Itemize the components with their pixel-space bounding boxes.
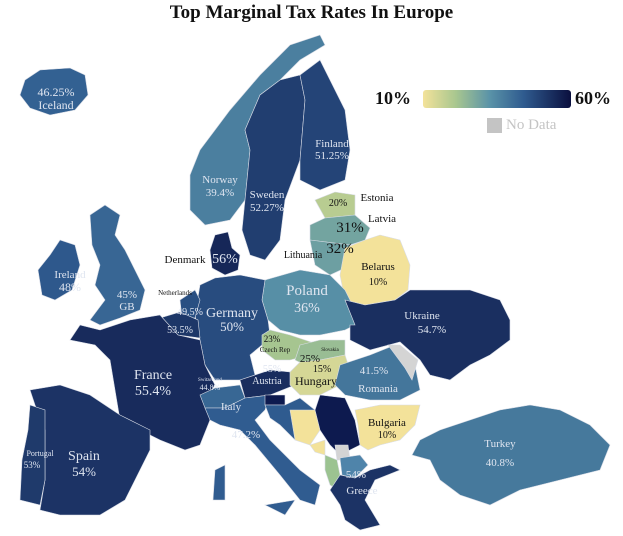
label-germany-value: 50% [220,319,244,334]
country-finland[interactable] [299,59,351,191]
country-denmark[interactable] [209,231,241,276]
legend-max-label: 60% [575,88,611,108]
label-lithuania-value: 32% [326,241,354,257]
label-slovakia-name: Slovakia [321,348,339,353]
label-bulgaria-value: 10% [378,430,396,441]
label-norway-name: Norway [202,174,238,186]
label-romania-value: 41.5% [360,365,388,377]
label-finland-value: 51.25% [315,150,349,162]
country-italy[interactable] [204,394,321,516]
label-belarus-value: 10% [369,277,387,288]
label-poland-name: Poland [286,283,328,299]
country-estonia[interactable] [314,191,356,219]
label-italy-name: Italy [221,401,242,413]
label-ukraine-name: Ukraine [404,310,440,322]
label-belarus-name: Belarus [361,261,395,273]
label-sweden-value: 52.27% [250,202,284,214]
label-netherlands-name: Netherlands [158,289,192,297]
label-ireland-value: 48% [59,280,81,294]
label-poland-value: 36% [294,301,320,316]
label-czech-name: Czech Rep [260,346,291,354]
label-germany-name: Germany [206,306,258,321]
label-hungary-value: 15% [313,364,331,375]
country-ukraine[interactable] [344,289,511,381]
country-gb[interactable] [89,204,146,326]
country-iceland[interactable] [19,67,89,116]
label-ireland-name: Ireland [54,269,86,281]
label-portugal-name: Portugal [26,449,54,458]
label-netherlands-value: 49.5% [177,307,203,318]
country-france[interactable] [69,314,216,451]
country-ireland[interactable] [37,239,81,301]
label-norway-value: 39.4% [206,187,234,199]
label-belgium-value: 53.5% [167,325,193,336]
label-estonia-value: 20% [329,198,347,209]
country-turkey[interactable] [411,404,611,506]
country-slovenia[interactable] [264,394,286,406]
label-finland-name: Finland [315,138,349,150]
label-austria-name: Austria [252,376,282,387]
label-czech-value: 23% [264,334,281,344]
label-latvia-value: 31% [336,220,364,236]
label-slovakia-value: 25% [300,353,320,365]
country-greece[interactable] [329,464,401,531]
label-sweden-name: Sweden [250,189,285,201]
label-ukraine-value: 54.7% [418,324,446,336]
label-spain-value: 54% [72,464,96,479]
label-denmark-name: Denmark [165,254,206,266]
country-moldova[interactable] [387,344,419,381]
legend-color-bar [423,90,571,108]
label-switzerland-name: Switzerland [198,378,222,383]
label-austria-value: 55% [263,364,281,375]
legend-min-label: 10% [375,88,411,108]
label-hungary-name: Hungary [295,374,337,388]
label-denmark-value: 56% [212,252,238,267]
country-portugal[interactable] [19,404,46,506]
label-turkey-name: Turkey [484,438,516,450]
label-portugal-value: 53% [24,460,41,470]
no-data-swatch [487,118,502,133]
color-legend: 10% 60% No Data [375,88,615,138]
label-switzerland-value: 44.8% [200,383,221,392]
label-romania-name: Romania [358,383,398,395]
label-gb-value: 45% [117,289,137,301]
no-data-label: No Data [506,117,557,133]
label-latvia-name: Latvia [368,213,396,225]
label-lithuania-name: Lithuania [284,250,323,261]
label-bulgaria-name: Bulgaria [368,417,406,429]
label-iceland-value: 46.25% [38,85,75,99]
label-gb-name: GB [119,301,134,313]
label-iceland-name: Iceland [38,98,73,112]
country-montenegro[interactable] [309,439,326,456]
map-title: Top Marginal Tax Rates In Europe [169,2,454,23]
label-estonia-name: Estonia [361,192,394,204]
label-italy-value: 47.2% [232,429,260,441]
label-spain-name: Spain [68,449,100,464]
label-france-value: 55.4% [135,384,172,399]
country-macedonia[interactable] [339,454,369,479]
label-turkey-value: 40.8% [486,457,514,469]
country-bulgaria[interactable] [354,404,421,451]
label-france-name: France [134,368,172,383]
label-greece-value: 54% [346,469,366,481]
label-greece-name: Greece [346,485,377,497]
